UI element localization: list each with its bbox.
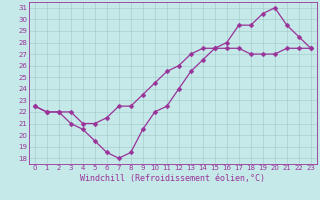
X-axis label: Windchill (Refroidissement éolien,°C): Windchill (Refroidissement éolien,°C): [80, 174, 265, 183]
